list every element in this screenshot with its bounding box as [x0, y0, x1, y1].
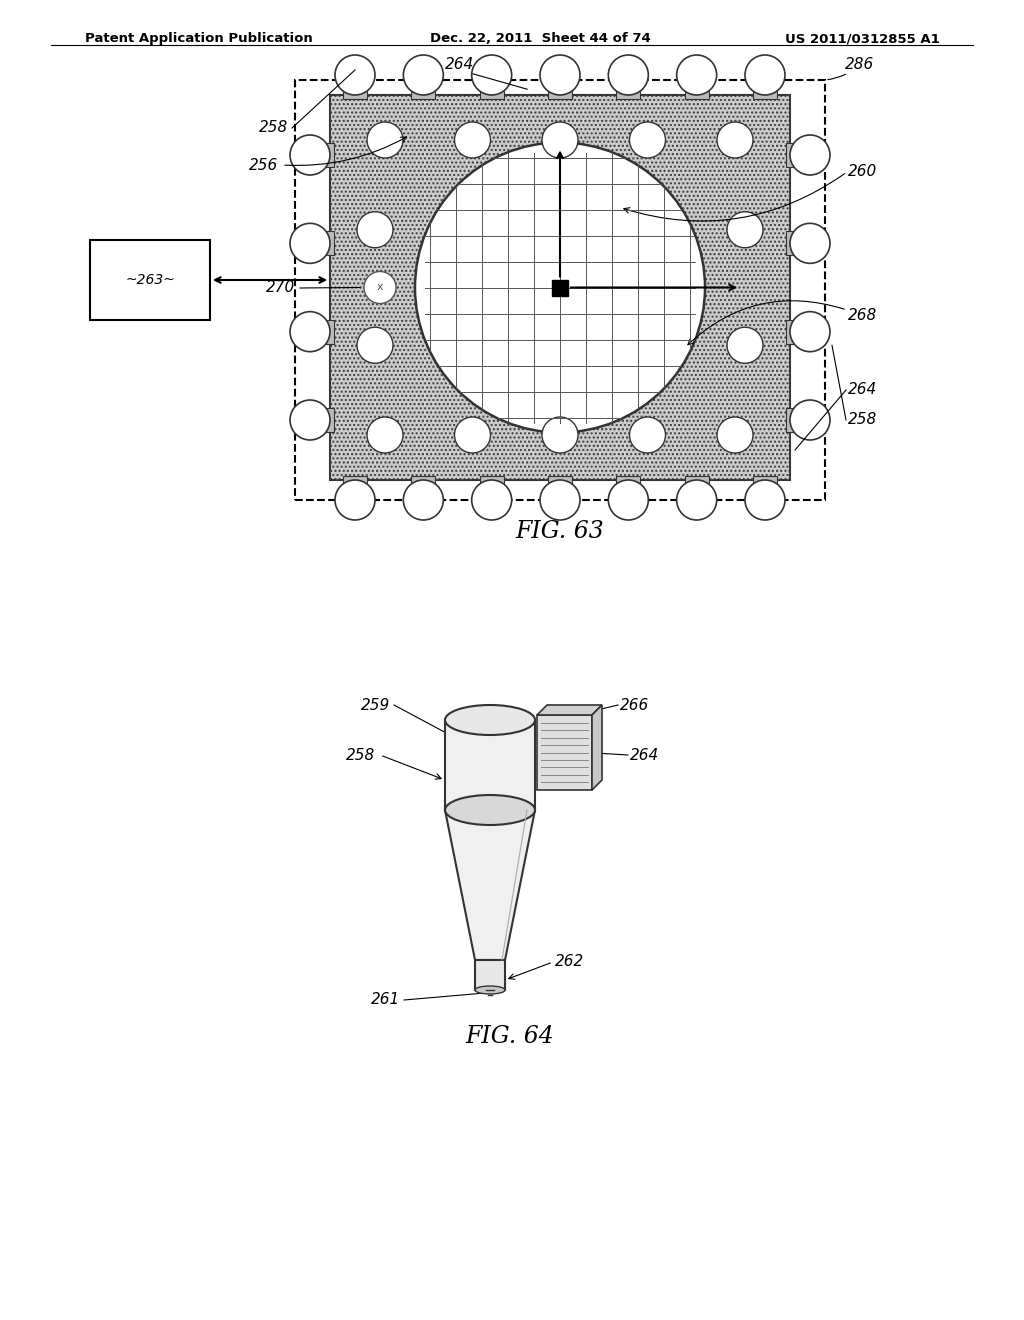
Circle shape	[542, 417, 578, 453]
Text: 258: 258	[259, 120, 288, 136]
Circle shape	[630, 121, 666, 158]
Circle shape	[790, 312, 830, 351]
Circle shape	[790, 400, 830, 440]
Text: 264: 264	[630, 747, 659, 763]
Circle shape	[608, 55, 648, 95]
Circle shape	[357, 211, 393, 248]
Circle shape	[540, 480, 580, 520]
Circle shape	[790, 223, 830, 263]
Circle shape	[790, 135, 830, 176]
Text: 262: 262	[555, 954, 585, 969]
Bar	[786, 319, 794, 343]
Ellipse shape	[445, 705, 535, 735]
Circle shape	[608, 480, 648, 520]
Polygon shape	[537, 705, 602, 715]
Polygon shape	[445, 810, 535, 960]
Bar	[330, 95, 790, 480]
Text: FIG. 64: FIG. 64	[466, 1026, 554, 1048]
Circle shape	[367, 417, 403, 453]
Bar	[90, 240, 210, 319]
Circle shape	[290, 135, 330, 176]
Bar	[479, 477, 504, 484]
Bar	[445, 719, 535, 810]
Bar	[295, 81, 825, 500]
Bar	[343, 477, 367, 484]
Circle shape	[540, 55, 580, 95]
Bar	[537, 715, 592, 789]
Circle shape	[367, 121, 403, 158]
Circle shape	[290, 312, 330, 351]
Bar	[326, 408, 334, 432]
Circle shape	[357, 327, 393, 363]
Ellipse shape	[445, 795, 535, 825]
Circle shape	[290, 400, 330, 440]
Text: 259: 259	[360, 697, 390, 713]
Circle shape	[630, 417, 666, 453]
Circle shape	[335, 480, 375, 520]
Bar	[786, 231, 794, 255]
Text: 260: 260	[848, 165, 878, 180]
Circle shape	[403, 55, 443, 95]
Circle shape	[542, 121, 578, 158]
Circle shape	[455, 417, 490, 453]
Bar	[343, 91, 367, 99]
Circle shape	[677, 480, 717, 520]
Bar	[326, 143, 334, 168]
Bar	[786, 408, 794, 432]
Text: 261: 261	[371, 993, 400, 1007]
Text: 258: 258	[848, 412, 878, 428]
Bar	[412, 477, 435, 484]
Text: Dec. 22, 2011  Sheet 44 of 74: Dec. 22, 2011 Sheet 44 of 74	[430, 32, 650, 45]
Circle shape	[745, 480, 785, 520]
Circle shape	[290, 223, 330, 263]
Bar	[753, 91, 777, 99]
Text: US 2011/0312855 A1: US 2011/0312855 A1	[785, 32, 940, 45]
Bar	[685, 91, 709, 99]
Text: x: x	[377, 282, 383, 293]
Bar	[616, 477, 640, 484]
Circle shape	[472, 55, 512, 95]
Circle shape	[472, 480, 512, 520]
Text: 266: 266	[620, 697, 649, 713]
Circle shape	[717, 121, 753, 158]
Text: 270: 270	[266, 281, 295, 296]
Text: Patent Application Publication: Patent Application Publication	[85, 32, 312, 45]
Text: FIG. 63: FIG. 63	[516, 520, 604, 543]
Bar	[552, 280, 568, 296]
Bar	[479, 91, 504, 99]
Circle shape	[727, 327, 763, 363]
Circle shape	[455, 121, 490, 158]
Bar	[753, 477, 777, 484]
Bar	[786, 143, 794, 168]
Circle shape	[745, 55, 785, 95]
Bar	[685, 477, 709, 484]
Text: 256: 256	[249, 157, 278, 173]
Text: 268: 268	[848, 308, 878, 322]
Circle shape	[727, 211, 763, 248]
Text: 286: 286	[845, 57, 874, 73]
Bar	[412, 91, 435, 99]
Bar	[330, 95, 790, 480]
Circle shape	[335, 55, 375, 95]
Bar	[548, 477, 572, 484]
Polygon shape	[592, 705, 602, 789]
Bar	[475, 960, 505, 990]
Text: 264: 264	[445, 57, 475, 73]
Circle shape	[364, 272, 396, 304]
Bar	[616, 91, 640, 99]
Bar	[326, 319, 334, 343]
Text: ~263~: ~263~	[125, 273, 175, 286]
Text: 258: 258	[346, 747, 375, 763]
Bar	[326, 231, 334, 255]
Bar	[548, 91, 572, 99]
Circle shape	[415, 143, 705, 433]
Circle shape	[717, 417, 753, 453]
Ellipse shape	[475, 986, 505, 994]
Circle shape	[677, 55, 717, 95]
Circle shape	[403, 480, 443, 520]
Text: 264: 264	[848, 383, 878, 397]
